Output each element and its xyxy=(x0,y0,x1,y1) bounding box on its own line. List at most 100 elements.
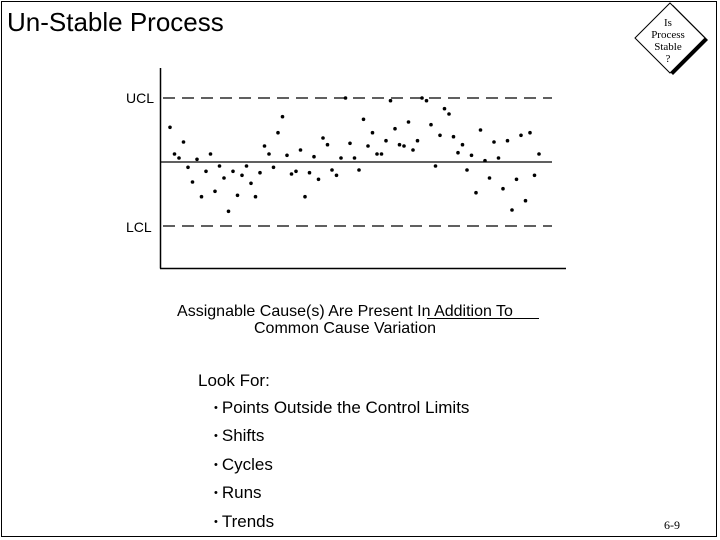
data-point xyxy=(245,164,249,168)
data-point xyxy=(321,136,325,140)
list-item: • Points Outside the Control Limits xyxy=(214,395,469,423)
data-point xyxy=(276,131,280,135)
data-point xyxy=(402,144,406,148)
data-point xyxy=(384,139,388,143)
data-point xyxy=(254,195,258,199)
data-point xyxy=(524,199,528,203)
data-point xyxy=(479,128,483,132)
data-point xyxy=(501,187,505,191)
data-point xyxy=(470,154,474,158)
data-point xyxy=(348,142,352,146)
data-point xyxy=(434,164,438,168)
data-point xyxy=(474,191,478,195)
data-point xyxy=(258,171,262,175)
data-point xyxy=(452,135,456,139)
data-point xyxy=(168,126,172,130)
data-point xyxy=(357,168,361,172)
data-point xyxy=(200,195,204,199)
data-point xyxy=(267,152,271,156)
data-point xyxy=(312,155,316,159)
data-point xyxy=(263,144,267,148)
data-point xyxy=(177,156,181,160)
data-point xyxy=(308,171,312,175)
data-point xyxy=(173,152,177,156)
data-point xyxy=(218,164,222,168)
data-point xyxy=(438,134,442,138)
data-point xyxy=(339,156,343,160)
data-point xyxy=(344,96,348,100)
list-item: • Runs xyxy=(214,480,469,508)
data-point xyxy=(236,194,240,198)
data-point xyxy=(285,154,289,158)
data-point xyxy=(249,182,253,186)
list-item-label: Trends xyxy=(222,512,274,531)
data-point xyxy=(461,143,465,147)
data-point xyxy=(483,159,487,163)
data-point xyxy=(429,123,433,127)
list-item: • Shifts xyxy=(214,423,469,451)
data-point xyxy=(407,120,411,124)
control-chart xyxy=(0,0,720,300)
lcl-label: LCL xyxy=(126,219,152,235)
data-point xyxy=(362,118,366,122)
bullet-icon: • xyxy=(214,459,218,471)
data-point xyxy=(303,195,307,199)
caption-line-2: Common Cause Variation xyxy=(140,320,550,337)
data-point xyxy=(281,115,285,119)
data-point xyxy=(299,148,303,152)
list-item-label: Points Outside the Control Limits xyxy=(222,398,470,417)
data-point xyxy=(393,127,397,131)
data-point xyxy=(231,170,235,174)
data-point xyxy=(533,174,537,178)
bullet-icon: • xyxy=(214,402,218,414)
data-point xyxy=(294,170,298,174)
data-point xyxy=(380,152,384,156)
data-point xyxy=(416,139,420,143)
look-for-heading: Look For: xyxy=(198,371,270,391)
data-point xyxy=(492,140,496,144)
data-point xyxy=(290,172,294,176)
bullet-icon: • xyxy=(214,430,218,442)
data-point xyxy=(443,107,447,111)
data-point xyxy=(447,112,451,116)
bullet-icon: • xyxy=(214,516,218,528)
data-point xyxy=(465,168,469,172)
data-point xyxy=(389,99,393,103)
data-point xyxy=(497,156,501,160)
data-point xyxy=(515,178,519,182)
data-point xyxy=(326,143,330,147)
data-point xyxy=(371,131,375,135)
caption-underline xyxy=(427,318,539,319)
list-item-label: Runs xyxy=(222,483,262,502)
data-point xyxy=(488,176,492,180)
data-point xyxy=(353,156,357,160)
data-point xyxy=(213,190,217,194)
data-point xyxy=(456,151,460,155)
bullet-icon: • xyxy=(214,487,218,499)
data-point xyxy=(186,166,190,170)
data-point xyxy=(204,170,208,174)
data-point xyxy=(191,180,195,184)
list-item-label: Shifts xyxy=(222,426,265,445)
data-points xyxy=(168,96,541,213)
data-point xyxy=(411,148,415,152)
data-point xyxy=(375,152,379,156)
data-point xyxy=(506,139,510,143)
caption: Assignable Cause(s) Are Present In Addit… xyxy=(140,303,550,337)
data-point xyxy=(398,143,402,147)
data-point xyxy=(240,174,244,178)
data-point xyxy=(335,174,339,178)
data-point xyxy=(222,176,226,180)
data-point xyxy=(420,96,424,100)
data-point xyxy=(537,152,541,156)
data-point xyxy=(425,99,429,103)
ucl-label: UCL xyxy=(126,90,154,106)
data-point xyxy=(272,166,276,170)
data-point xyxy=(366,144,370,148)
data-point xyxy=(317,178,321,182)
look-for-list: • Points Outside the Control Limits • Shif… xyxy=(214,395,469,537)
list-item-label: Cycles xyxy=(222,455,273,474)
data-point xyxy=(209,152,213,156)
list-item: • Trends xyxy=(214,509,469,537)
list-item: • Cycles xyxy=(214,452,469,480)
